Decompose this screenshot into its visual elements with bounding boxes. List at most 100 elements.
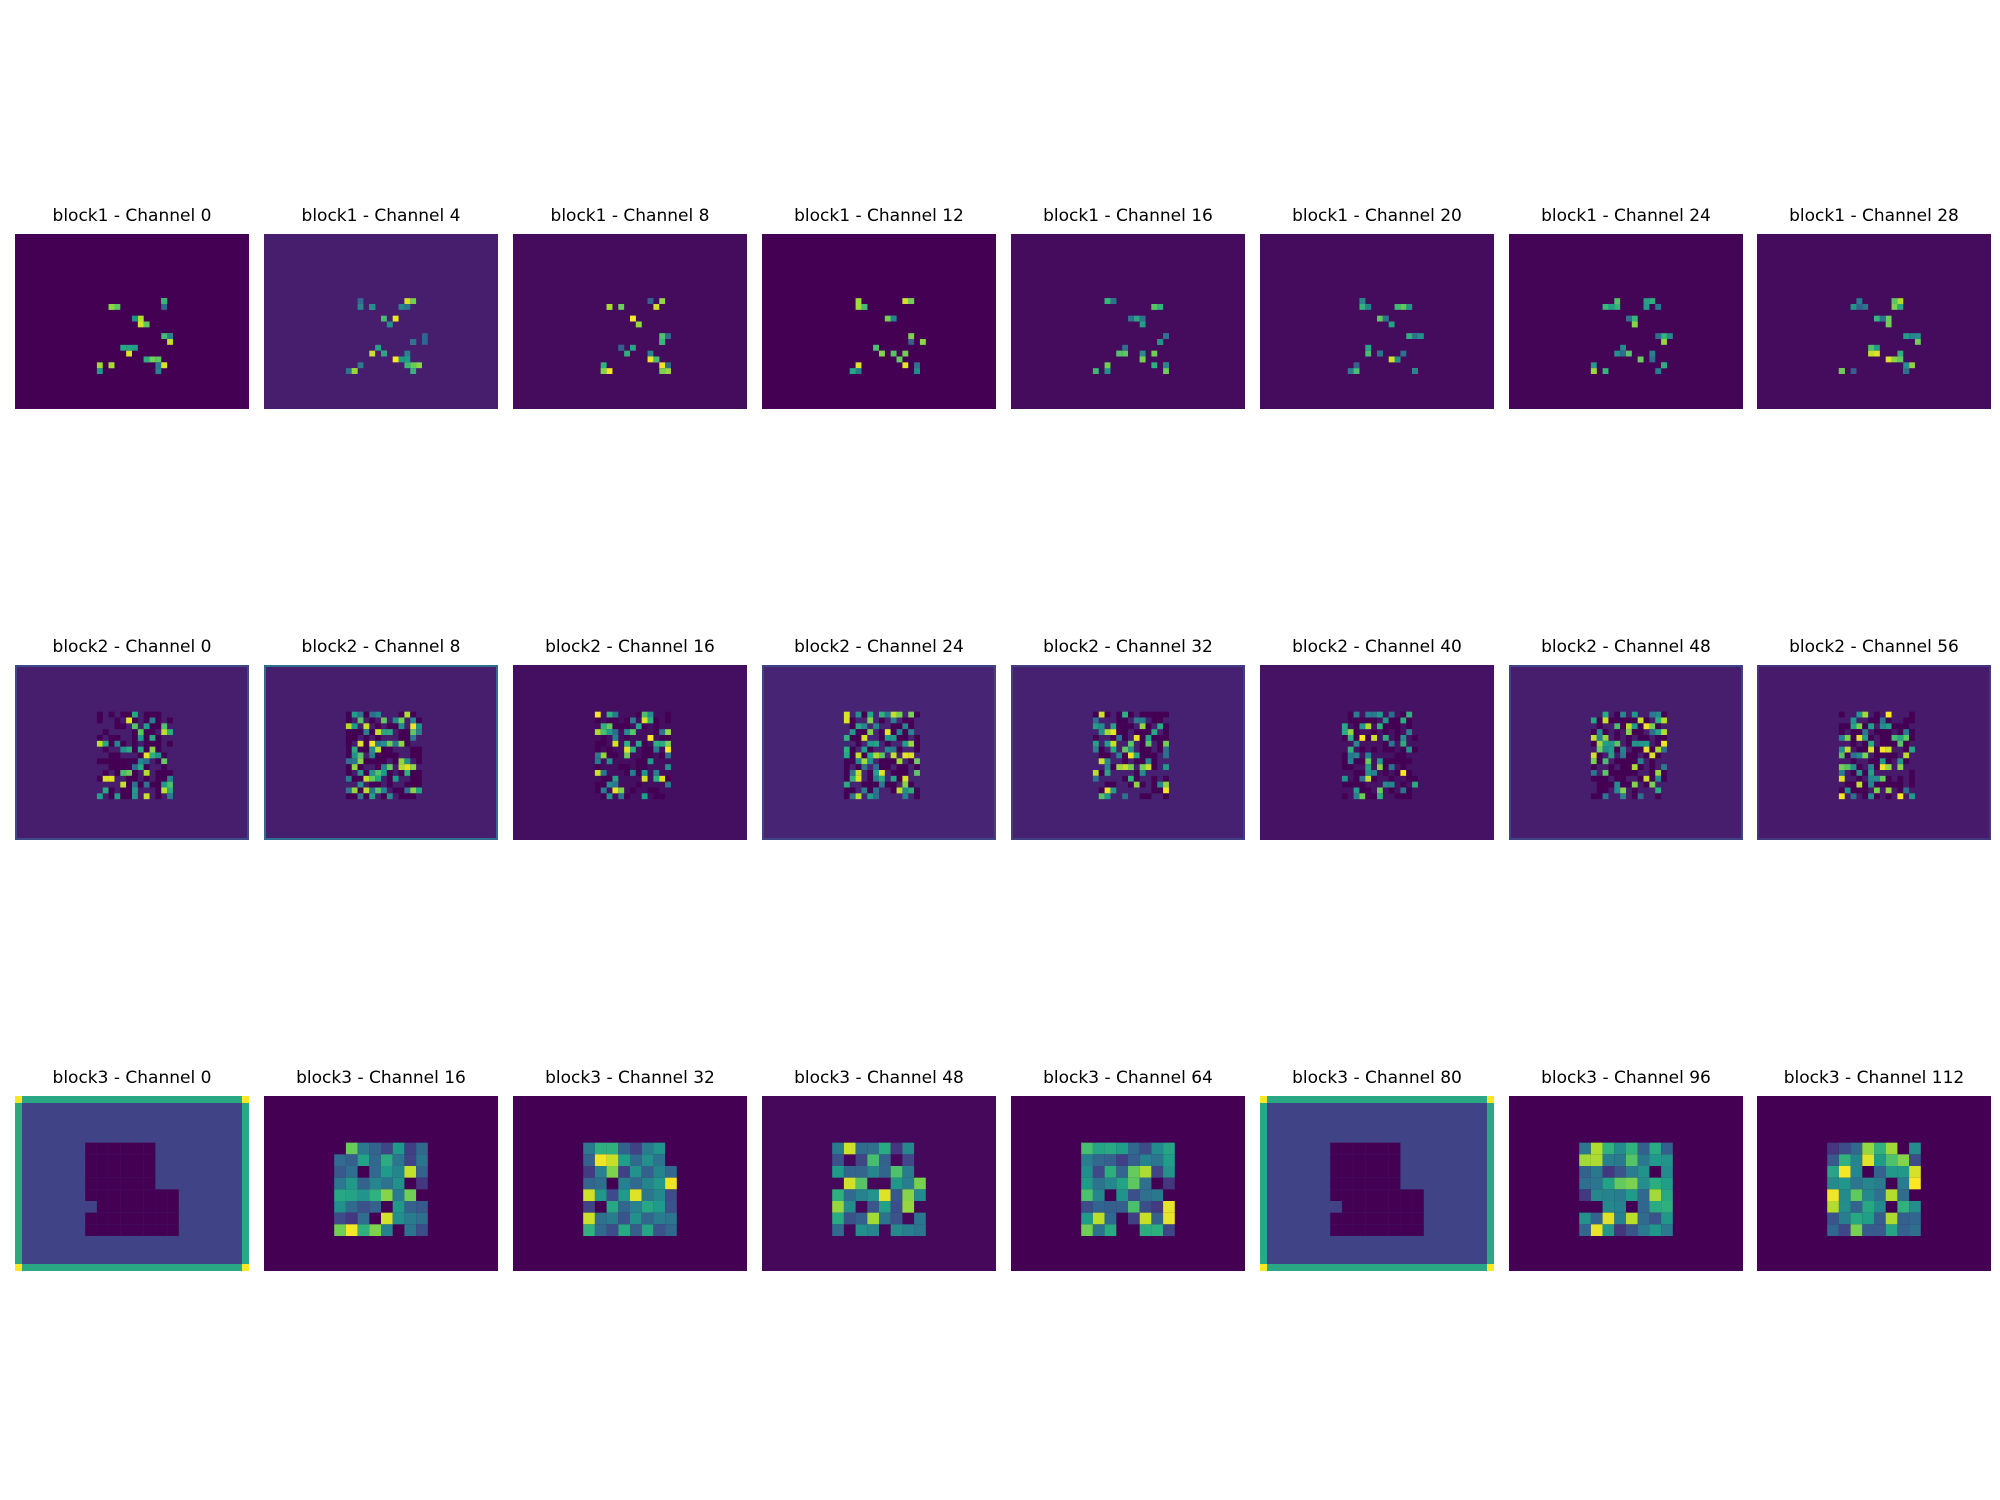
heatmap-cell — [132, 1189, 144, 1201]
heatmap-cell — [1909, 735, 1915, 741]
heatmap-cell — [1104, 764, 1111, 770]
heatmap-cell — [849, 717, 856, 724]
heatmap-cell — [1614, 298, 1621, 304]
heatmap-cell — [1614, 740, 1621, 747]
heatmap-cell — [1151, 758, 1158, 765]
heatmap-cell — [1838, 1142, 1851, 1155]
heatmap-cell — [96, 711, 103, 718]
heatmap-cell — [1365, 1201, 1377, 1213]
heatmap-cell — [855, 1189, 868, 1201]
heatmap-cell — [392, 758, 399, 765]
heatmap-cell — [1157, 735, 1164, 741]
heatmap-cell — [1353, 781, 1360, 788]
heatmap-cell — [1626, 758, 1632, 765]
heatmap-cell — [624, 740, 630, 747]
heatmap-cell — [108, 775, 115, 782]
heatmap-cell — [653, 1154, 666, 1166]
heatmap-cell — [659, 298, 666, 304]
heatmap-cell — [665, 717, 671, 724]
heatmap-cell — [1643, 752, 1650, 759]
heatmap-cell — [404, 298, 411, 304]
heatmap-cell — [1579, 1177, 1591, 1190]
heatmap-cell — [1371, 793, 1377, 800]
heatmap-cell — [404, 1201, 417, 1213]
heatmap-cell — [1614, 746, 1621, 753]
heatmap-cell — [363, 775, 370, 782]
heatmap-cell — [1909, 1154, 1921, 1166]
heatmap-cell — [1400, 1224, 1413, 1236]
heatmap-cell — [855, 362, 862, 369]
heatmap-cell — [843, 735, 850, 741]
heatmap-cell — [653, 787, 660, 794]
heatmap-cell — [137, 735, 144, 741]
heatmap-cell — [1151, 717, 1158, 724]
heatmap-cell — [357, 775, 364, 782]
heatmap-cell — [1104, 752, 1111, 759]
heatmap-cell — [1377, 1154, 1389, 1166]
heatmap-cell — [381, 1177, 393, 1190]
heatmap-cell — [392, 315, 399, 322]
heatmap-cell — [902, 770, 909, 776]
heatmap-cell — [653, 1189, 666, 1201]
heatmap-cell — [345, 758, 352, 765]
heatmap-cell — [386, 321, 393, 328]
heatmap-cell — [398, 304, 405, 310]
heatmap-cell — [1614, 729, 1621, 735]
heatmap-cell — [1838, 775, 1845, 782]
heatmap-cell — [102, 775, 109, 782]
heatmap-cell — [1850, 781, 1857, 788]
heatmap-cell — [143, 1201, 156, 1213]
heatmap-cell — [1092, 1201, 1105, 1213]
heatmap-cell — [375, 746, 381, 753]
heatmap-cell — [1862, 746, 1869, 753]
heatmap-cell — [1104, 1201, 1117, 1213]
heatmap-cell — [1850, 1142, 1863, 1155]
heatmap-cell — [1614, 1142, 1626, 1155]
heatmap-cell — [1655, 735, 1662, 741]
heatmap-cell — [1163, 740, 1169, 747]
heatmap-cell — [167, 787, 173, 794]
heatmap-cell — [1104, 1224, 1117, 1236]
heatmap-cell — [618, 1189, 630, 1201]
heatmap-cell — [155, 793, 162, 800]
heatmap-cell — [867, 752, 874, 759]
heatmap-cell — [381, 793, 387, 800]
heatmap-cell — [143, 723, 150, 730]
heatmap-cell — [96, 758, 103, 765]
heatmap-cell — [1110, 723, 1117, 730]
heatmap-cell — [369, 781, 376, 788]
heatmap-cell — [618, 344, 625, 351]
heatmap-cell — [398, 770, 405, 776]
heatmap-cell — [1643, 723, 1650, 730]
heatmap-cell — [1406, 304, 1413, 310]
heatmap-cell — [908, 740, 915, 747]
heatmap-cell — [843, 1189, 856, 1201]
heatmap-cell — [167, 717, 173, 724]
heatmap-border-right — [1740, 665, 1743, 840]
heatmap-cell — [1862, 781, 1869, 788]
heatmap-cell — [1139, 1142, 1152, 1155]
heatmap-cell — [1626, 1166, 1638, 1178]
heatmap-cell — [1388, 1201, 1401, 1213]
heatmap-cell — [410, 729, 417, 735]
heatmap-cell — [1388, 775, 1395, 782]
heatmap-cell — [1649, 1189, 1662, 1201]
heatmap-cell — [410, 368, 417, 374]
heatmap-cell — [137, 758, 144, 765]
heatmap-border-bottom — [1509, 837, 1743, 840]
heatmap-cell — [143, 1166, 156, 1178]
heatmap-cell — [843, 787, 850, 794]
heatmap-cell — [1903, 752, 1910, 759]
heatmap-cell — [1110, 764, 1117, 770]
heatmap-cell — [1661, 711, 1667, 718]
heatmap-cell — [902, 723, 909, 730]
heatmap-cell — [1365, 723, 1372, 730]
heatmap-cell — [1400, 350, 1407, 357]
heatmap-cell — [1862, 1177, 1874, 1190]
heatmap-cell — [1856, 729, 1863, 735]
heatmap-cell — [1868, 746, 1874, 753]
heatmap-cell — [1133, 752, 1140, 759]
heatmap-cell — [1365, 775, 1372, 782]
heatmap-cell — [1856, 711, 1863, 718]
heatmap-cell — [630, 787, 636, 794]
